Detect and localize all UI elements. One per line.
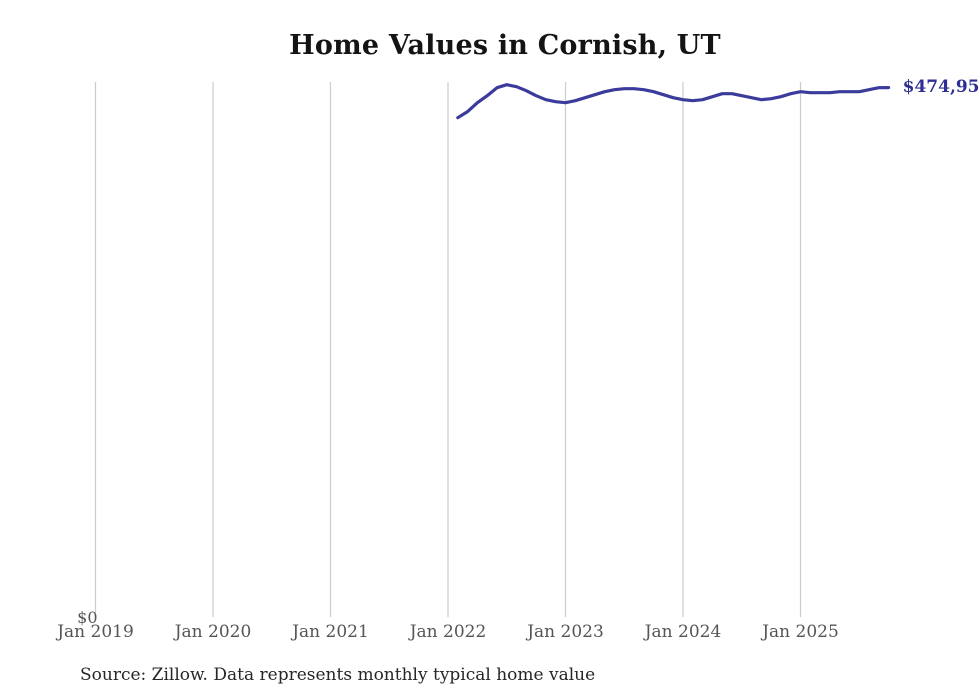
x-tick-label: Jan 2023 <box>527 622 604 642</box>
x-tick-label: Jan 2024 <box>644 622 722 642</box>
x-tick-label: Jan 2021 <box>292 622 369 642</box>
x-tick-label: Jan 2025 <box>762 622 839 642</box>
home-value-line <box>456 83 891 120</box>
last-value-label: $474,959 <box>902 76 980 97</box>
chart-title: Home Values in Cornish, UT <box>289 30 721 61</box>
x-tick-label: Jan 2019 <box>57 622 134 642</box>
x-tick-label: Jan 2022 <box>409 622 487 642</box>
x-tick-label: Jan 2020 <box>174 622 252 642</box>
source-note: Source: Zillow. Data represents monthly … <box>80 665 596 685</box>
y-axis-zero-label: $0 <box>77 608 98 627</box>
